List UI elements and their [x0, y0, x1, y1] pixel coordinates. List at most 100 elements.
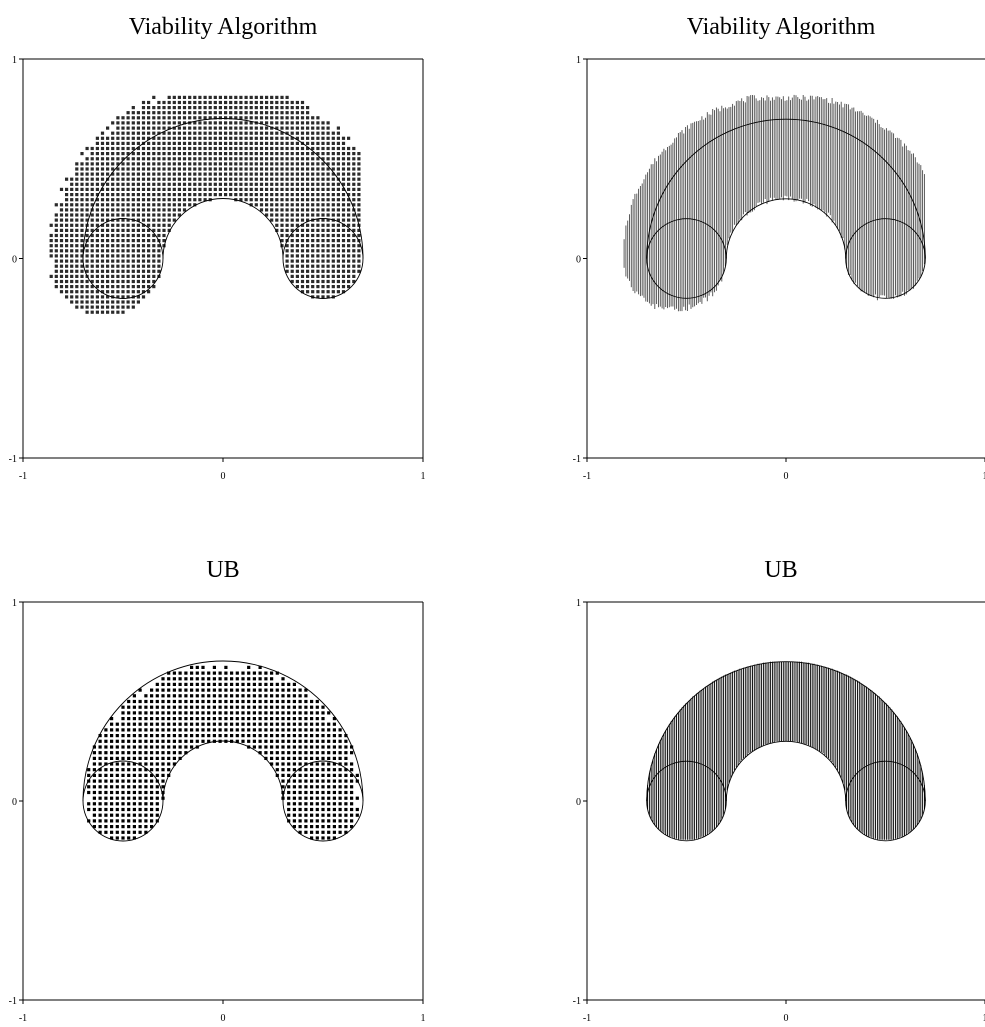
grid-cell [100, 213, 105, 217]
grid-cell [285, 141, 289, 145]
grid-cell [121, 244, 125, 248]
grid-cell [144, 705, 148, 709]
grid-cell [244, 167, 248, 171]
grid-cell [116, 279, 120, 284]
grid-cell [285, 172, 289, 176]
grid-cell [241, 688, 245, 692]
grid-cell [157, 187, 161, 191]
grid-cell [195, 671, 199, 675]
grid-cell [121, 141, 125, 145]
grid-cell [110, 830, 114, 834]
grid-cell [218, 722, 222, 726]
grid-cell [190, 699, 194, 704]
grid-cell [259, 111, 264, 115]
grid-cell [321, 836, 325, 840]
grid-cell [136, 295, 140, 299]
grid-cell [188, 116, 192, 120]
grid-cell [80, 233, 84, 238]
grid-cell [104, 825, 108, 829]
grid-cell [357, 167, 361, 171]
grid-cell [224, 717, 228, 721]
grid-cell [350, 779, 354, 783]
grid-cell [321, 745, 325, 749]
grid-cell [331, 228, 335, 232]
grid-cell [254, 167, 258, 171]
grid-cell [184, 728, 188, 732]
grid-cell [338, 773, 342, 777]
grid-cell [234, 162, 238, 166]
grid-cell [316, 157, 320, 161]
grid-cell [184, 677, 188, 681]
grid-cell [298, 802, 302, 806]
grid-cell [121, 802, 125, 806]
grid-cell [155, 717, 159, 721]
grid-cell [193, 106, 197, 110]
grid-cell [136, 203, 140, 207]
grid-cell [331, 182, 335, 186]
grid-cell [144, 830, 148, 834]
panel-2: Viability Algorithm-1 0 1-101 [573, 14, 985, 482]
grid-cell [321, 785, 325, 789]
grid-cell [332, 722, 336, 726]
grid-cell [104, 756, 108, 760]
grid-cell [111, 152, 115, 156]
grid-cell [326, 290, 330, 294]
grid-cell [138, 739, 142, 743]
grid-cell [347, 218, 351, 222]
grid-cell [106, 300, 110, 304]
grid-cell [116, 300, 120, 304]
grid-cell [157, 269, 161, 273]
x-tick-label: -1 [19, 1013, 27, 1024]
grid-cell [85, 157, 89, 161]
grid-cell [239, 162, 243, 166]
grid-cell [321, 779, 325, 783]
grid-cell [224, 688, 228, 692]
grid-cell [136, 290, 140, 294]
grid-cell [152, 285, 156, 289]
grid-cell [90, 177, 94, 181]
grid-cell [152, 126, 156, 130]
grid-cell [70, 259, 74, 263]
grid-cell [100, 279, 105, 284]
grid-cell [270, 111, 274, 115]
grid-cell [85, 264, 89, 268]
grid-cell [110, 734, 114, 738]
grid-cell [85, 305, 89, 309]
grid-cell [162, 167, 166, 171]
grid-cell [249, 126, 253, 130]
grid-cell [207, 717, 211, 721]
grid-cell [295, 269, 299, 273]
grid-cell [85, 295, 89, 299]
grid-cell [270, 121, 274, 125]
grid-cell [285, 152, 289, 156]
grid-cell [357, 233, 361, 238]
grid-cell [167, 694, 171, 698]
grid-cell [132, 779, 136, 783]
grid-cell [327, 762, 331, 766]
grid-cell [141, 264, 146, 268]
grid-cell [321, 290, 325, 294]
grid-cell [104, 745, 108, 749]
grid-cell [326, 279, 330, 284]
grid-cell [265, 208, 269, 212]
x-tick-label: 0 [784, 471, 789, 482]
grid-cell [75, 279, 79, 284]
grid-cell [178, 751, 182, 755]
grid-cell [136, 249, 140, 253]
grid-cell [75, 300, 79, 304]
grid-cell [126, 131, 130, 135]
grid-cell [70, 193, 74, 197]
outer-arc [82, 660, 364, 802]
grid-cell [152, 116, 156, 120]
grid-cell [201, 734, 205, 738]
grid-cell [350, 790, 354, 795]
grid-cell [290, 177, 294, 181]
grid-cell [98, 739, 102, 743]
grid-cell [150, 756, 154, 760]
grid-cell [172, 198, 176, 202]
grid-cell [147, 167, 151, 171]
grid-cell [338, 807, 342, 812]
grid-cell [264, 751, 268, 755]
grid-cell [90, 249, 94, 253]
grid-cell [331, 269, 335, 273]
